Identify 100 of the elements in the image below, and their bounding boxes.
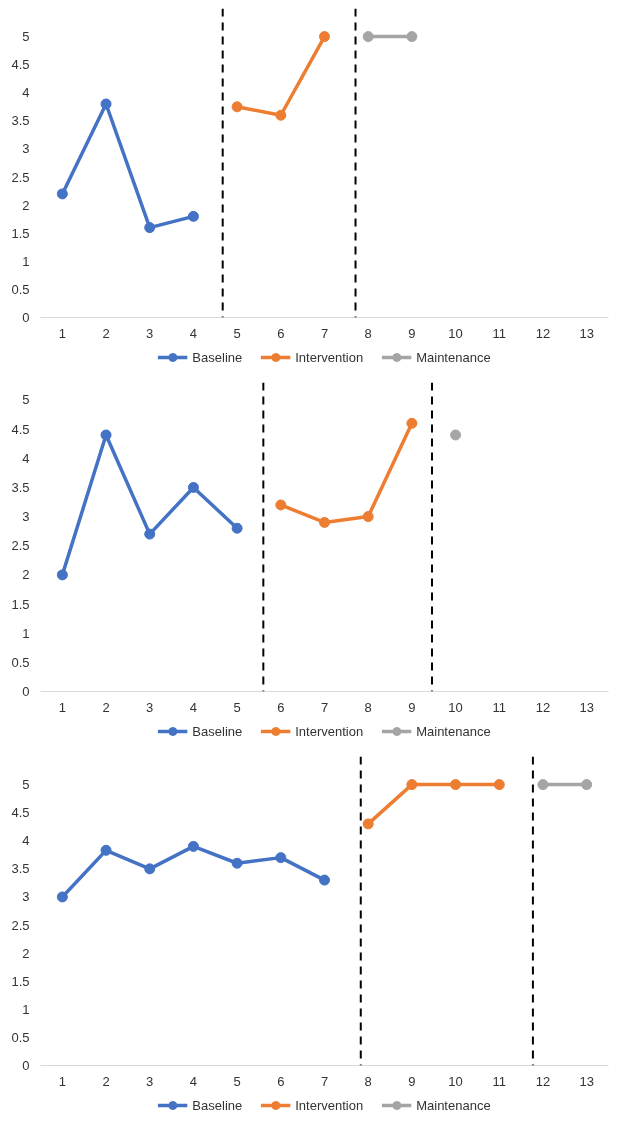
x-tick-label: 3 (146, 1073, 154, 1089)
point (450, 779, 462, 791)
y-tick-label: 0.5 (11, 654, 30, 670)
point (100, 429, 112, 441)
x-tick-label: 1 (58, 325, 66, 341)
y-tick-label: 2.5 (11, 169, 30, 185)
x-tick-label: 8 (364, 699, 372, 715)
y-tick-label: 2.5 (11, 917, 30, 933)
point (537, 779, 549, 791)
x-tick-label: 13 (579, 1073, 594, 1089)
x-tick-label: 6 (277, 1073, 285, 1089)
legend-label: Baseline (192, 349, 243, 365)
point (231, 101, 243, 113)
legend-label: Intervention (295, 1097, 364, 1113)
legend-label: Intervention (295, 349, 364, 365)
point (362, 511, 374, 523)
y-tick-label: 3.5 (11, 861, 30, 877)
legend-label: Baseline (192, 1097, 243, 1113)
y-tick-label: 4 (22, 85, 30, 101)
y-tick-label: 2 (22, 567, 30, 583)
point (319, 31, 330, 43)
point (56, 569, 68, 581)
y-tick-label: 2 (22, 197, 30, 213)
point (450, 429, 462, 441)
y-tick-label: 4.5 (11, 421, 30, 437)
x-tick-label: 3 (146, 325, 154, 341)
y-tick-label: 4 (22, 450, 30, 466)
x-tick-label: 9 (408, 1073, 416, 1089)
legend-label: Intervention (295, 723, 364, 739)
point (581, 779, 593, 791)
point (406, 417, 418, 429)
x-tick-label: 11 (492, 699, 507, 715)
y-tick-label: 0 (22, 1058, 30, 1073)
x-tick-label: 5 (233, 699, 241, 715)
point (319, 516, 330, 528)
legend-label: Maintenance (416, 1097, 491, 1113)
point (275, 109, 287, 121)
point (275, 852, 287, 864)
point (406, 31, 418, 43)
y-tick-label: 3.5 (11, 479, 30, 495)
x-tick-label: 9 (408, 325, 416, 341)
point (56, 188, 68, 200)
x-tick-label: 10 (448, 699, 463, 715)
y-tick-label: 1 (22, 1001, 30, 1017)
y-tick-label: 0 (22, 310, 30, 325)
point (144, 528, 156, 540)
x-tick-label: 4 (189, 1073, 198, 1089)
point (231, 522, 243, 534)
x-tick-label: 2 (102, 325, 110, 341)
legend-label: Maintenance (416, 723, 491, 739)
point (319, 874, 330, 886)
y-tick-label: 0.5 (11, 281, 30, 297)
y-tick-label: 2.5 (11, 538, 30, 554)
x-tick-label: 5 (233, 325, 241, 341)
y-tick-label: 4 (22, 833, 30, 849)
point (362, 31, 374, 43)
x-tick-label: 12 (535, 1073, 551, 1089)
x-tick-label: 9 (408, 699, 416, 715)
x-tick-label: 7 (320, 699, 329, 715)
point (275, 499, 287, 511)
point (56, 891, 68, 903)
y-tick-label: 4.5 (11, 57, 30, 73)
x-tick-label: 6 (277, 325, 285, 341)
x-tick-label: 1 (58, 699, 66, 715)
point (362, 818, 374, 830)
x-tick-label: 8 (364, 325, 372, 341)
y-tick-label: 3 (22, 889, 30, 905)
point (187, 840, 199, 852)
x-tick-label: 4 (189, 699, 198, 715)
x-tick-label: 11 (492, 1073, 507, 1089)
y-tick-label: 0 (22, 684, 30, 699)
y-tick-label: 2 (22, 945, 30, 961)
x-tick-label: 12 (535, 325, 551, 341)
y-tick-label: 1.5 (11, 225, 30, 241)
point (144, 222, 156, 234)
x-tick-label: 13 (579, 325, 594, 341)
x-tick-label: 7 (320, 325, 329, 341)
y-tick-label: 3.5 (11, 113, 30, 129)
point (100, 844, 112, 856)
x-tick-label: 10 (448, 325, 463, 341)
x-tick-label: 5 (233, 1073, 241, 1089)
point (100, 98, 112, 110)
x-tick-label: 1 (58, 1073, 66, 1089)
y-tick-label: 5 (22, 392, 30, 408)
y-tick-label: 3 (22, 141, 30, 157)
point (144, 863, 156, 875)
x-tick-label: 7 (320, 1073, 329, 1089)
legend-label: Maintenance (416, 349, 491, 365)
point (187, 210, 199, 222)
y-tick-label: 4.5 (11, 805, 30, 821)
x-tick-label: 12 (535, 699, 551, 715)
point (231, 857, 243, 869)
y-tick-label: 1.5 (11, 596, 30, 612)
x-tick-label: 2 (102, 699, 110, 715)
point (493, 779, 505, 791)
x-tick-label: 2 (102, 1073, 110, 1089)
x-tick-label: 10 (448, 1073, 463, 1089)
x-tick-label: 8 (364, 1073, 372, 1089)
x-tick-label: 11 (492, 325, 507, 341)
y-tick-label: 5 (22, 777, 30, 793)
